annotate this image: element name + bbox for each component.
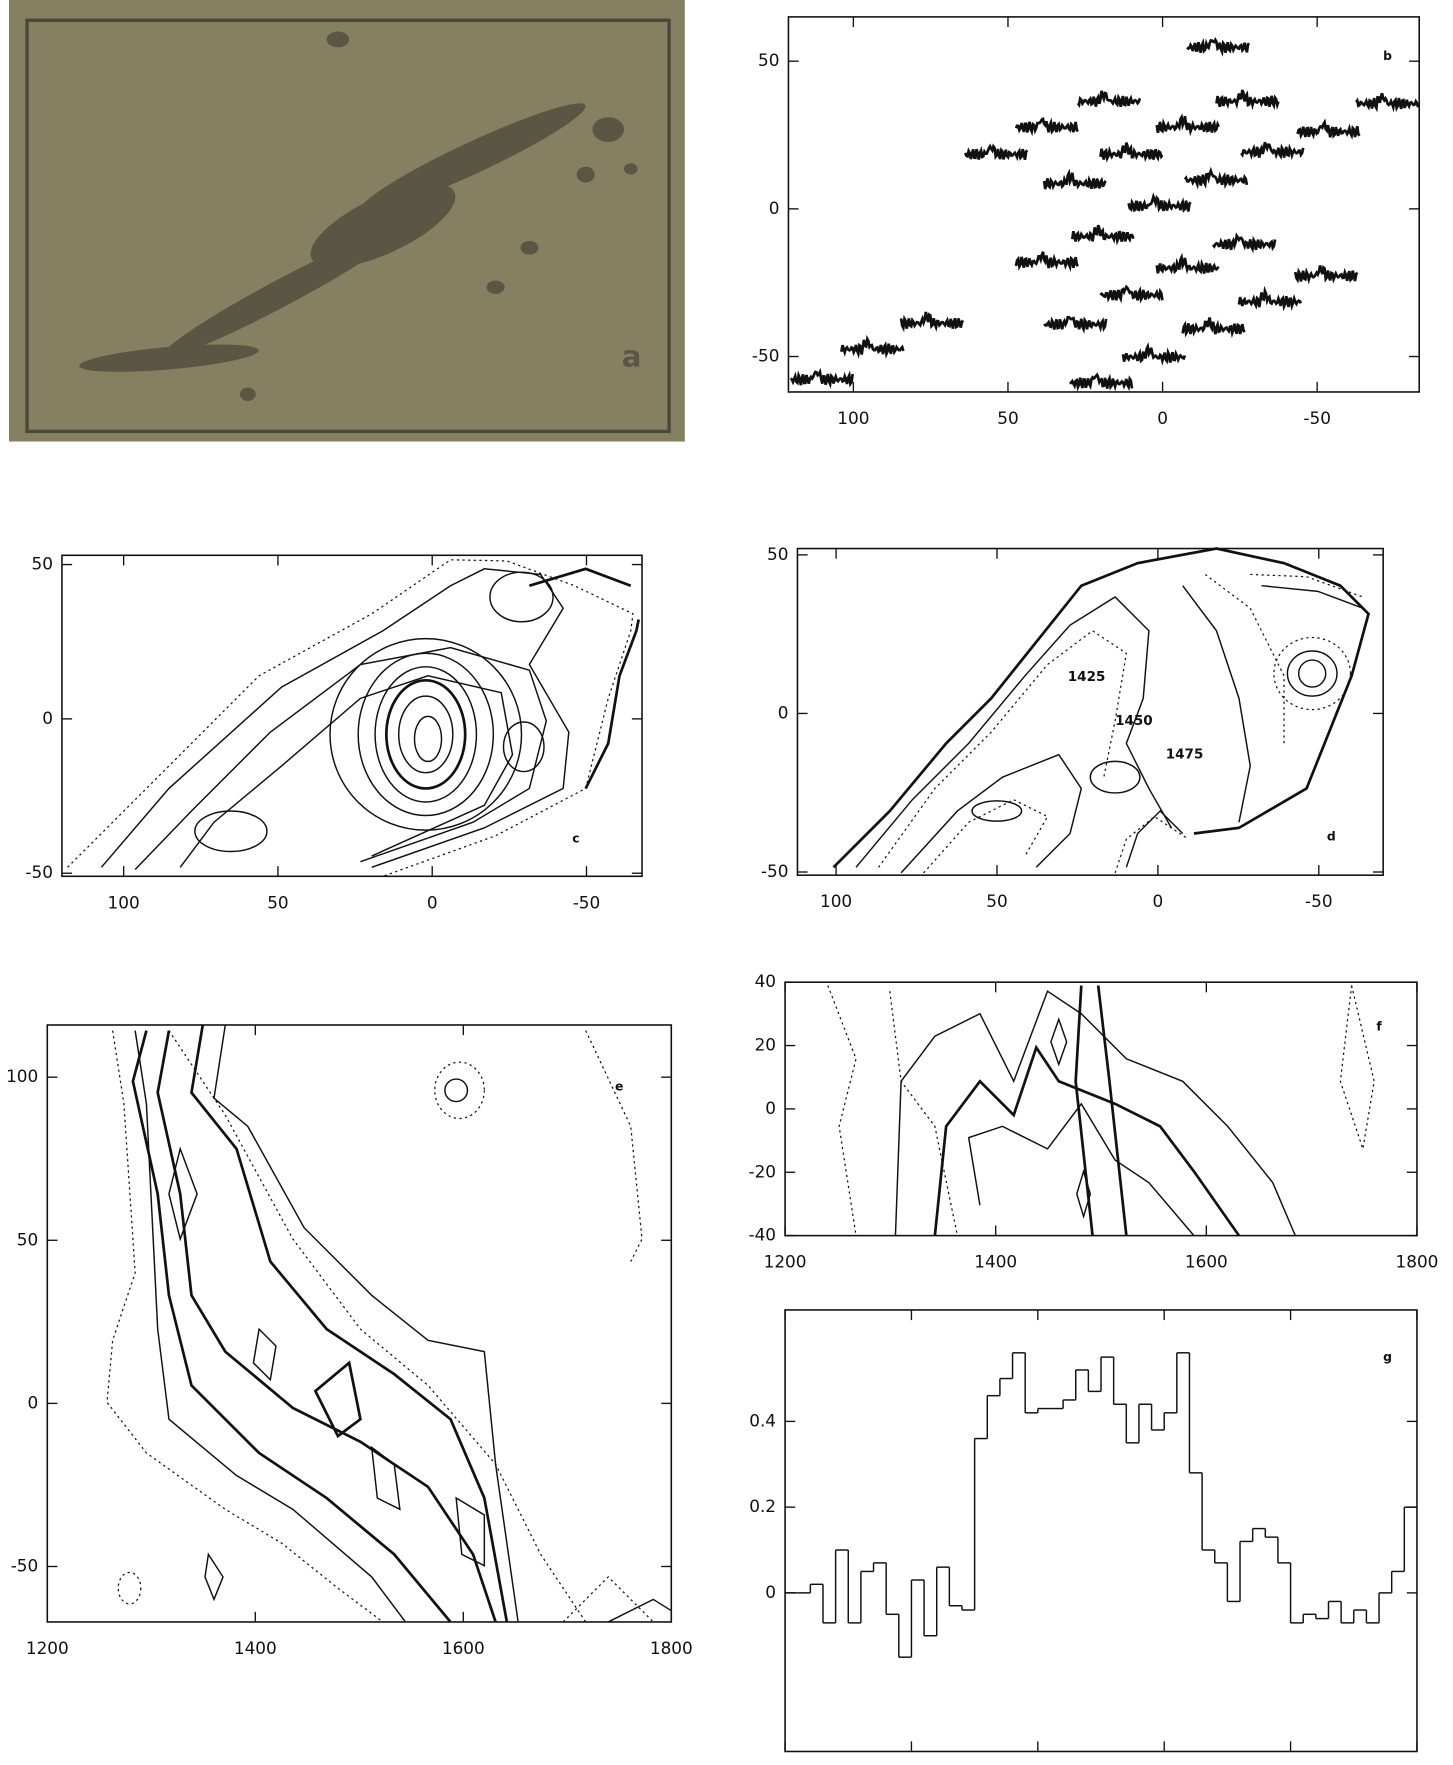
y-tick-label: 20 <box>755 1035 776 1055</box>
y-tick-label: 40 <box>755 971 776 991</box>
panel-label: e <box>615 1079 623 1093</box>
y-tick-label: 0 <box>28 1392 39 1412</box>
y-tick-label: 50 <box>767 544 788 564</box>
contours-d <box>832 547 1371 874</box>
spectrum <box>1042 168 1107 191</box>
y-tick-label: 0 <box>778 702 789 722</box>
y-tick-label: -20 <box>748 1161 776 1181</box>
spectrum <box>1014 251 1080 273</box>
spectrum <box>1070 224 1135 246</box>
contours-f <box>827 985 1375 1237</box>
spectrum <box>1043 315 1108 335</box>
plot-frame <box>61 554 643 878</box>
contour-label: 1475 <box>1166 747 1204 763</box>
x-tick-label: 1800 <box>1395 1252 1438 1272</box>
y-tick-label: -50 <box>761 861 789 881</box>
panel-label: d <box>1327 829 1336 843</box>
spectrum <box>1121 341 1187 366</box>
x-tick-label: 1400 <box>974 1252 1017 1272</box>
y-tick-label: -50 <box>752 346 780 366</box>
spectrum <box>899 311 965 333</box>
x-tick-label: 1600 <box>1185 1252 1228 1272</box>
y-tick-label: 0 <box>765 1582 776 1602</box>
x-tick-label: 1200 <box>26 1638 69 1658</box>
spectrum <box>1183 166 1249 190</box>
panel-label: g <box>1383 1350 1392 1364</box>
x-tick-label: -50 <box>573 892 601 912</box>
spectrum <box>1099 284 1164 304</box>
spectrum <box>1211 232 1277 254</box>
x-tick-label: 0 <box>1157 408 1168 428</box>
spectrum <box>1240 141 1305 161</box>
spectrum <box>1076 90 1142 109</box>
x-tick-label: 50 <box>997 408 1018 428</box>
x-tick-label: 100 <box>108 892 140 912</box>
y-tick-label: 50 <box>17 1229 38 1249</box>
spectrum <box>1155 252 1220 275</box>
y-tick-label: 50 <box>758 50 779 70</box>
y-tick-label: 0 <box>765 1098 776 1118</box>
contours-e <box>106 1024 672 1623</box>
x-tick-label: 1600 <box>442 1638 485 1658</box>
galaxy <box>79 31 638 401</box>
spectrum <box>1099 142 1164 163</box>
x-tick-label: 1200 <box>764 1252 807 1272</box>
y-tick-label: -50 <box>11 1555 39 1575</box>
x-tick-label: -50 <box>1303 408 1331 428</box>
spectrum <box>1155 113 1220 137</box>
y-tick-label: 50 <box>31 554 52 574</box>
spectrum <box>1237 285 1303 312</box>
spectrum <box>840 334 905 359</box>
panel-label: c <box>572 832 579 846</box>
panel-label: a <box>622 340 642 374</box>
spectrum <box>1069 372 1134 392</box>
spectrum <box>1127 192 1192 213</box>
x-tick-label: 100 <box>820 891 852 911</box>
spectrum <box>1014 116 1079 137</box>
spectrum <box>1296 118 1361 140</box>
y-tick-label: -50 <box>25 862 53 882</box>
y-tick-label: 100 <box>6 1066 38 1086</box>
photo-border <box>25 18 671 434</box>
spectrum <box>1293 265 1359 285</box>
contour-label: 1450 <box>1115 713 1153 729</box>
plot-frame <box>796 547 1384 876</box>
plot-frame <box>787 16 1420 393</box>
panel-label: b <box>1383 49 1392 63</box>
x-tick-label: 1400 <box>234 1638 277 1658</box>
plot-frame <box>784 1309 1418 1753</box>
spectrum <box>1186 37 1251 57</box>
contours-c <box>67 559 640 877</box>
panel-label: f <box>1376 1020 1382 1034</box>
x-tick-label: 100 <box>837 408 869 428</box>
spectrum <box>1181 317 1246 339</box>
y-tick-label: 0 <box>769 198 780 218</box>
x-tick-label: -50 <box>1305 891 1333 911</box>
x-tick-label: 0 <box>1153 891 1164 911</box>
y-tick-label: -40 <box>748 1225 776 1245</box>
spectrum <box>1215 89 1280 111</box>
x-tick-label: 1800 <box>650 1638 693 1658</box>
y-tick-label: 0 <box>42 708 53 728</box>
y-tick-label: 0.4 <box>749 1410 776 1430</box>
spectrum <box>964 143 1029 162</box>
spectrum <box>789 367 854 389</box>
x-tick-label: 50 <box>267 892 288 912</box>
x-tick-label: 50 <box>986 891 1007 911</box>
contour-label: 1425 <box>1068 669 1106 685</box>
y-tick-label: 0.2 <box>749 1496 776 1516</box>
photo-panel <box>9 0 685 442</box>
spectrum <box>1355 92 1420 113</box>
x-tick-label: 0 <box>427 892 438 912</box>
plot-frame <box>46 1024 673 1623</box>
